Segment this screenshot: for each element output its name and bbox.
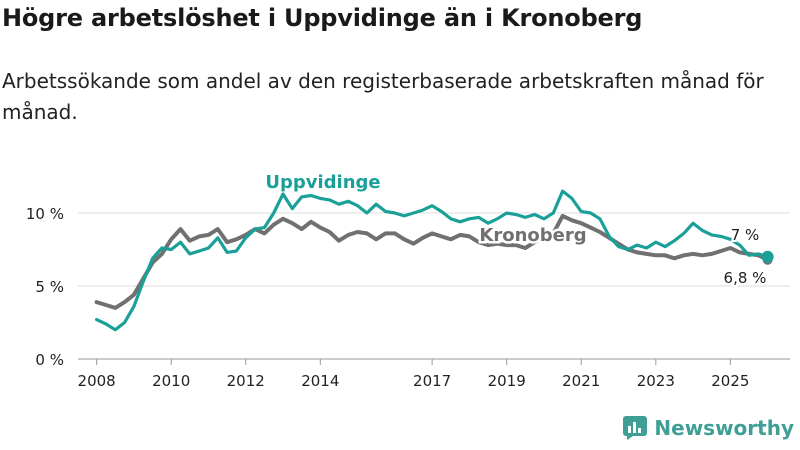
brand-name: Newsworthy [654, 416, 794, 440]
x-tick-label: 2021 [562, 372, 600, 390]
y-axis-tick-labels: 0 % 5 % 10 % [26, 205, 64, 369]
x-tick-label: 2025 [711, 372, 749, 390]
series-labels: Uppvidinge Kronoberg 7 % 6,8 % [265, 172, 768, 289]
bar-chart-logo-icon [623, 416, 648, 440]
gridlines [78, 212, 790, 360]
y-tick-label: 5 % [35, 278, 64, 296]
series-lines [94, 189, 774, 332]
end-value-label-uppvidinge: 7 % [731, 226, 760, 244]
y-tick-label: 10 % [26, 205, 64, 223]
x-tick-label: 2017 [413, 372, 451, 390]
x-tick-label: 2014 [301, 372, 339, 390]
end-point-uppvidinge [761, 250, 774, 263]
x-tick-label: 2012 [227, 372, 265, 390]
x-tick-label: 2008 [78, 372, 116, 390]
x-tick-label: 2010 [152, 372, 190, 390]
chart-title: Högre arbetslöshet i Uppvidinge än i Kro… [2, 4, 643, 32]
x-axis: 2008 2010 2012 2014 2017 2019 2021 2023 2025 [78, 359, 749, 390]
x-tick-label: 2023 [637, 372, 675, 390]
series-line-kronoberg [94, 213, 770, 310]
x-tick-label: 2019 [488, 372, 526, 390]
y-tick-label: 0 % [35, 351, 64, 369]
newsworthy-logo: Newsworthy [623, 416, 794, 440]
chart-subtitle: Arbetssökande som andel av den registerb… [2, 69, 764, 124]
end-value-label-kronoberg: 6,8 % [724, 269, 767, 287]
series-label-uppvidinge: Uppvidinge [265, 172, 380, 193]
series-label-kronoberg: Kronoberg [479, 225, 586, 246]
series-line-uppvidinge [95, 189, 770, 332]
